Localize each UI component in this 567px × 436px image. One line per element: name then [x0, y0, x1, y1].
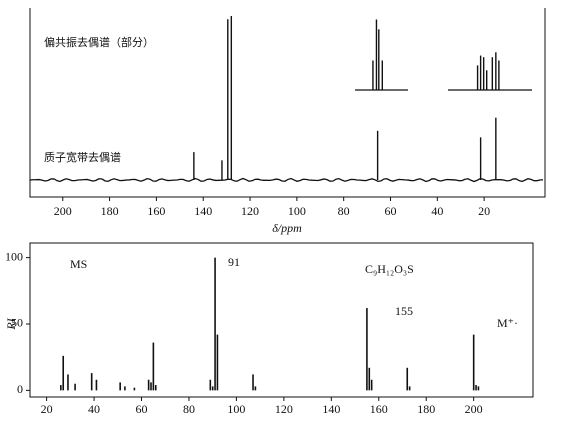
y-tick-label: 100	[5, 249, 23, 263]
x-tick-label: 100	[288, 204, 306, 218]
x-tick-label: 180	[101, 204, 119, 218]
annotation: 91	[228, 255, 240, 269]
x-tick-label: 40	[88, 402, 100, 416]
x-tick-label: 200	[54, 204, 72, 218]
baseline-noise	[29, 177, 544, 183]
x-tick-label: 80	[183, 402, 195, 416]
annotation: C₉H₁₂O₃S	[365, 262, 414, 276]
annotation: M⁺·	[497, 316, 518, 330]
x-tick-label: 120	[241, 204, 259, 218]
x-tick-label: 60	[136, 402, 148, 416]
panel-frame	[29, 242, 534, 398]
y-tick-label: 50	[11, 316, 23, 330]
y-tick-label: 0	[17, 382, 23, 396]
x-tick-label: 100	[227, 402, 245, 416]
annotation: 质子宽带去偶谱	[44, 150, 121, 164]
x-tick-label: 160	[370, 402, 388, 416]
x-tick-label: 140	[194, 204, 212, 218]
x-tick-label: 200	[465, 402, 483, 416]
x-tick-label: 40	[431, 204, 443, 218]
x-tick-label: 80	[338, 204, 350, 218]
x-tick-label: 160	[147, 204, 165, 218]
panel-frame	[29, 8, 546, 198]
x-tick-label: 60	[385, 204, 397, 218]
annotation: 偏共振去偶谱（部分）	[44, 35, 154, 49]
x-tick-label: 20	[478, 204, 490, 218]
x-tick-label: 180	[417, 402, 435, 416]
annotation: 155	[395, 304, 413, 318]
x-tick-label: 20	[41, 402, 53, 416]
x-tick-label: 120	[275, 402, 293, 416]
x-axis-label: δ/ppm	[272, 221, 302, 235]
y-axis-label: RI	[4, 317, 18, 330]
annotation: MS	[70, 257, 87, 271]
x-tick-label: 140	[322, 402, 340, 416]
